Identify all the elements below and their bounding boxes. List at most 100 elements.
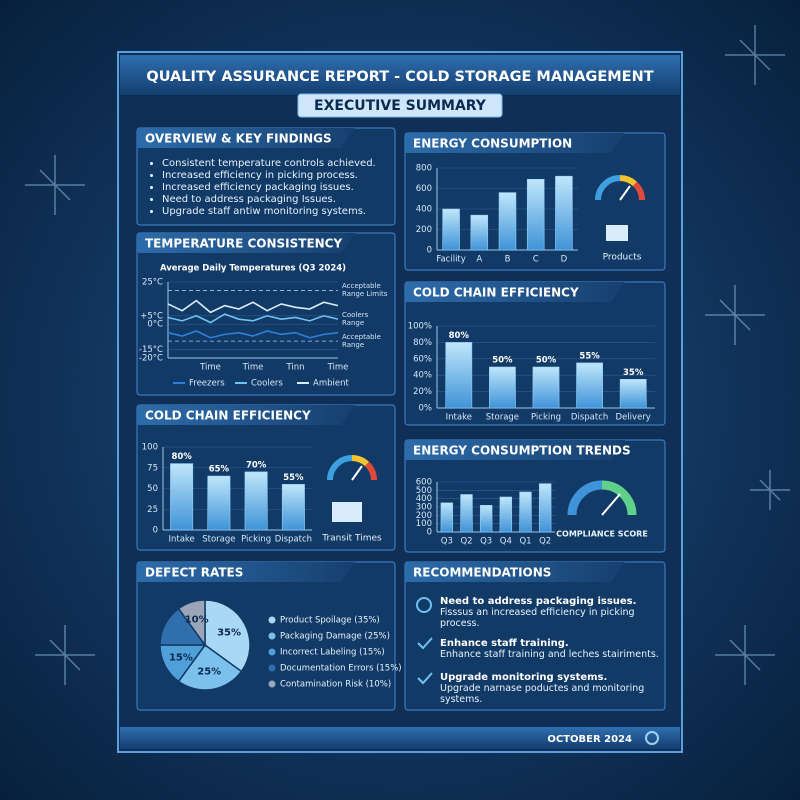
- bar: [576, 362, 603, 409]
- panel-title: RECOMMENDATIONS: [413, 566, 551, 580]
- bar: [532, 366, 560, 409]
- x-tick-label: Delivery: [616, 413, 651, 423]
- bar: [479, 505, 493, 533]
- recommendation-text: Upgrade narnase poductes and monitoring …: [440, 683, 645, 705]
- footer-band: [120, 727, 680, 749]
- finding: Increased efficiency in picking process.: [162, 170, 392, 182]
- y-tick-label: 300: [416, 503, 432, 513]
- bar: [555, 175, 573, 251]
- x-tick-label: Dispatch: [275, 535, 312, 545]
- y-tick-label: 25: [147, 505, 158, 515]
- y-tick-label: 25°C: [142, 278, 163, 288]
- bar: [442, 208, 460, 251]
- finding: Upgrade staff antiw monitoring systems.: [162, 206, 392, 218]
- series-line: [167, 313, 339, 324]
- report-subtitle: EXECUTIVE SUMMARY: [314, 98, 487, 114]
- legend-swatch: [268, 632, 276, 640]
- truck-icon: [606, 225, 628, 241]
- x-tick-label: Time: [199, 363, 221, 373]
- x-tick-label: Facility: [436, 255, 465, 265]
- x-tick-label: C: [533, 255, 539, 265]
- data-label: 50%: [492, 356, 513, 366]
- panel-title-bar: [137, 128, 355, 148]
- panel-title-bar: [405, 440, 625, 460]
- data-label: 55%: [579, 351, 600, 361]
- summary-ribbon: [297, 93, 503, 118]
- bar: [440, 502, 454, 533]
- data-label: 80%: [171, 452, 192, 462]
- y-tick-label: 0°C: [147, 320, 163, 330]
- panel-title-bar: [137, 233, 355, 253]
- recommendation: Need to address packaging issues. Fisssus…: [440, 596, 662, 629]
- x-tick-label: A: [476, 255, 482, 265]
- side-label: Transit Times: [321, 534, 382, 544]
- x-tick-label: Q2: [460, 537, 472, 547]
- y-tick-label: -15°C: [139, 345, 163, 355]
- chart-subtitle: Average Daily Temperatures (Q3 2024): [160, 264, 346, 274]
- y-tick-label: 80%: [413, 338, 432, 348]
- data-label: 55%: [283, 473, 304, 483]
- x-tick-label: Q4: [500, 537, 512, 547]
- slice-label: 10%: [185, 614, 209, 625]
- y-tick-label: 400: [416, 205, 432, 215]
- legend-label: Incorrect Labeling (15%): [280, 648, 385, 658]
- finding: Consistent temperature controls achieved…: [162, 158, 392, 170]
- legend-label: Packaging Damage (25%): [280, 632, 390, 642]
- panel-title-bar: [405, 282, 625, 302]
- gauge-cold-chain: [327, 455, 377, 481]
- bar: [519, 491, 532, 533]
- x-tick-label: Storage: [202, 535, 235, 545]
- bar: [619, 378, 647, 409]
- data-label: 65%: [209, 465, 230, 475]
- x-tick-label: Q2: [539, 537, 551, 547]
- gauge-compliance: [567, 480, 637, 516]
- x-tick-label: Q1: [519, 537, 531, 547]
- bar: [244, 471, 268, 531]
- recommendation-text: Enhance staff training and leches stairi…: [440, 649, 659, 660]
- x-tick-label: Intake: [446, 413, 472, 423]
- side-label: COMPLIANCE SCORE: [556, 530, 648, 539]
- legend-label: Ambient: [313, 379, 349, 389]
- slice-label: 25%: [197, 667, 221, 678]
- x-tick-label: Q3: [441, 537, 453, 547]
- y-tick-label: -20°C: [139, 354, 163, 364]
- gauge-energy: [595, 175, 645, 201]
- annotation: Acceptable Range Limits: [342, 282, 388, 299]
- y-tick-label: 20%: [413, 387, 432, 397]
- check-icons: [416, 597, 433, 685]
- y-tick-label: 500: [416, 486, 432, 496]
- y-tick-label: 50: [147, 484, 158, 494]
- series-line: [167, 299, 339, 314]
- overview-list: Consistent temperature controls achieved…: [148, 158, 392, 218]
- x-tick-label: Storage: [486, 413, 519, 423]
- slice-label: 35%: [217, 628, 241, 639]
- y-tick-label: 600: [416, 478, 432, 488]
- bar: [445, 342, 473, 409]
- panel-title: ENERGY CONSUMPTION TRENDS: [413, 444, 631, 458]
- report-title: QUALITY ASSURANCE REPORT - COLD STORAGE …: [146, 69, 653, 85]
- y-tick-label: +5°C: [140, 311, 163, 321]
- x-tick-label: Intake: [168, 535, 194, 545]
- panel-title: DEFECT RATES: [145, 566, 243, 580]
- logo: [645, 731, 659, 745]
- pie-slice: [204, 599, 251, 673]
- series-line: [167, 330, 339, 339]
- y-tick-label: 0: [427, 246, 432, 256]
- x-tick-label: Picking: [531, 413, 561, 423]
- pie-slice: [177, 599, 206, 648]
- y-tick-label: 200: [416, 511, 432, 521]
- bar: [538, 483, 552, 533]
- bar: [470, 214, 489, 251]
- y-tick-label: 100%: [408, 322, 432, 332]
- data-label: 80%: [449, 331, 470, 341]
- data-label: 50%: [536, 356, 557, 366]
- panel-title-bar: [405, 133, 625, 153]
- legend-swatch: [268, 680, 276, 688]
- bar: [489, 366, 516, 409]
- annotation: Coolers Range: [342, 311, 369, 328]
- panel-title: TEMPERATURE CONSISTENCY: [145, 237, 342, 251]
- legend-label: Coolers: [251, 379, 283, 389]
- legend-swatch: [268, 664, 276, 672]
- bar: [170, 463, 194, 531]
